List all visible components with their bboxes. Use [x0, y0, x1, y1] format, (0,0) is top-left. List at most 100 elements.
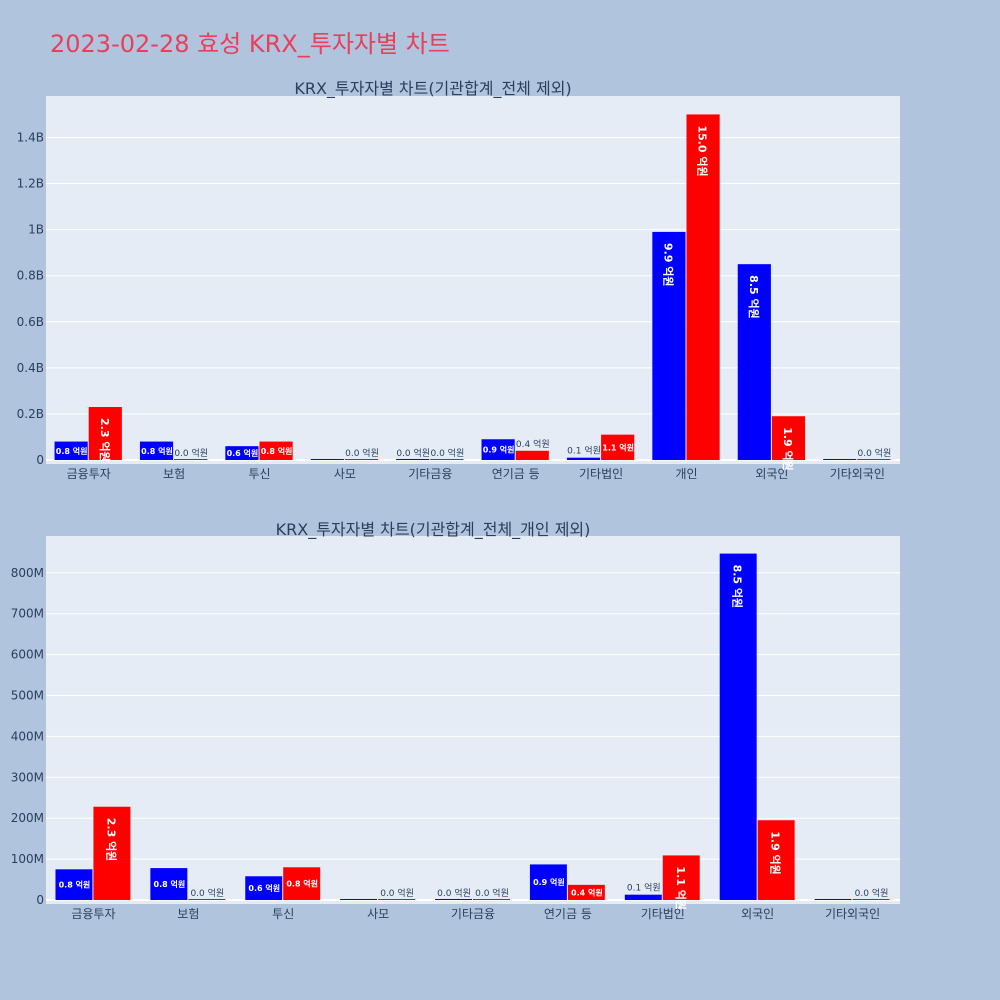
bar [225, 446, 259, 460]
y-tick-label: 200M [11, 811, 44, 825]
bar-value-label: 0.8 억원 [141, 446, 173, 456]
x-tick-label: 외국인 [755, 467, 788, 481]
y-tick-label: 500M [11, 689, 44, 703]
y-tick-label: 1.2B [17, 177, 44, 191]
bar-value-label: 2.3 억원 [104, 818, 118, 862]
bar [814, 899, 852, 900]
y-tick-label: 700M [11, 607, 44, 621]
bar-value-label: 8.5 억원 [747, 275, 761, 319]
bar [719, 553, 757, 900]
y-tick-label: 0.6B [17, 315, 44, 329]
bar-value-label: 0.1 억원 [627, 882, 661, 894]
bar [54, 441, 88, 460]
x-tick-label: 기타외국인 [830, 467, 885, 481]
bar [344, 459, 379, 460]
y-tick-label: 600M [11, 648, 44, 662]
bar-value-label: 1.9 억원 [769, 831, 783, 875]
y-tick-label: 0.2B [17, 407, 44, 421]
chart-top: KRX_투자자별 차트(기관합계_전체 제외) 0 0.2B 0.4B 0.6B 0.8B… [17, 79, 900, 481]
chart-bottom: KRX_투자자별 차트(기관합계_전체_개인 제외) 0 100M 200M 300M 4… [11, 520, 900, 921]
x-tick-label: 보험 [163, 467, 185, 481]
x-tick-label: 보험 [177, 907, 199, 921]
bar [396, 459, 430, 460]
bar-value-label: 0.0 억원 [190, 887, 224, 899]
bar-value-label: 8.5 억원 [731, 565, 745, 609]
bar [245, 876, 283, 900]
bar-value-label: 0.0 억원 [437, 887, 471, 899]
plot-area [46, 96, 900, 464]
bar [259, 441, 293, 460]
y-tick-label: 300M [11, 770, 44, 784]
bar [150, 868, 188, 900]
bar-value-label: 0.0 억원 [475, 887, 509, 899]
bar [93, 806, 131, 900]
bar [340, 899, 378, 900]
bar [473, 899, 510, 900]
bar-value-label: 0.9 억원 [533, 877, 565, 887]
y-tick-label: 0 [36, 453, 44, 467]
bar [515, 450, 549, 460]
bar [55, 869, 93, 900]
bar-value-label: 0.0 억원 [174, 447, 208, 459]
x-tick-label: 금융투자 [71, 907, 115, 921]
x-tick-label: 투신 [272, 907, 294, 921]
x-tick-label: 사모 [334, 467, 356, 481]
bar [283, 867, 321, 900]
bar [686, 114, 720, 460]
bar-value-label: 0.8 억원 [59, 880, 91, 890]
bar [566, 457, 601, 460]
bar [624, 894, 662, 900]
bar-value-label: 0.8 억원 [261, 446, 293, 456]
bar [139, 441, 174, 460]
bar [652, 231, 686, 460]
bar [771, 416, 806, 460]
bar-value-label: 0.0 억원 [431, 447, 465, 459]
x-tick-label: 기타외국인 [825, 907, 880, 921]
y-tick-label: 0 [36, 893, 44, 907]
bar-value-label: 0.1 억원 [567, 445, 601, 457]
chart-title: KRX_투자자별 차트(기관합계_전체_개인 제외) [276, 520, 591, 540]
bar-value-label: 2.3 억원 [98, 418, 112, 462]
x-tick-label: 연기금 등 [492, 467, 540, 481]
chart-title: KRX_투자자별 차트(기관합계_전체 제외) [294, 79, 571, 99]
bar [378, 899, 416, 900]
y-tick-label: 100M [11, 852, 44, 866]
bar-value-label: 0.0 억원 [858, 447, 892, 459]
x-tick-label: 개인 [675, 467, 697, 481]
bar [310, 459, 344, 460]
bar-value-label: 0.0 억원 [380, 887, 414, 899]
bar [567, 884, 605, 900]
bar-value-label: 9.9 억원 [661, 243, 675, 287]
x-tick-label: 연기금 등 [544, 907, 592, 921]
y-tick-label: 1.4B [17, 130, 44, 144]
bar [481, 439, 515, 460]
x-tick-label: 기타법인 [579, 467, 623, 481]
bar [823, 459, 857, 460]
bar-value-label: 0.0 억원 [396, 447, 430, 459]
bar-value-label: 1.9 억원 [781, 427, 795, 471]
page-title: 2023-02-28 효성 KRX_투자자별 차트 [50, 30, 450, 58]
x-tick-label: 기타금융 [408, 467, 452, 481]
bar [430, 459, 464, 460]
bar [852, 899, 890, 900]
bar-value-label: 1.1 억원 [674, 866, 688, 910]
y-tick-label: 0.8B [17, 269, 44, 283]
bar-value-label: 15.0 억원 [696, 125, 710, 176]
bar-value-label: 0.4 억원 [516, 438, 550, 450]
bar [529, 864, 567, 900]
x-tick-label: 기타법인 [641, 907, 685, 921]
bar-value-label: 0.0 억원 [345, 447, 379, 459]
y-tick-label: 1B [28, 223, 44, 237]
bar-value-label: 1.1 억원 [602, 442, 634, 452]
bar-value-label: 0.0 억원 [855, 887, 889, 899]
bar [88, 407, 122, 460]
bar-value-label: 0.6 억원 [248, 883, 280, 893]
bar [174, 459, 208, 460]
bar-value-label: 0.8 억원 [56, 446, 88, 456]
y-tick-label: 0.4B [17, 361, 44, 375]
bar-value-label: 0.9 억원 [483, 445, 515, 455]
bar-value-label: 0.6 억원 [227, 448, 259, 458]
bar [662, 855, 700, 900]
bar [435, 899, 472, 900]
